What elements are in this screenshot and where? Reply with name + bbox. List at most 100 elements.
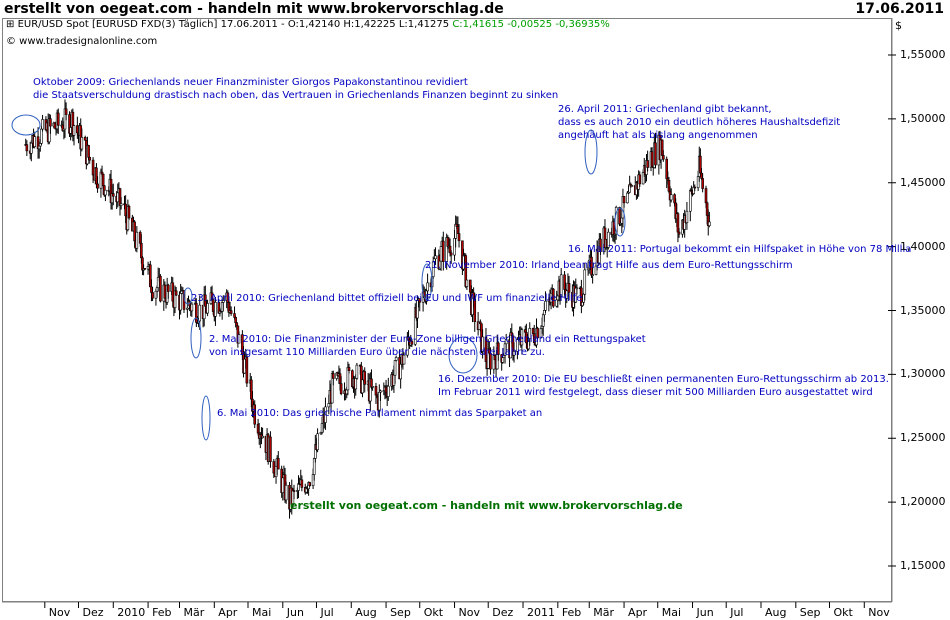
x-tick-label: Apr xyxy=(628,606,648,619)
candle xyxy=(292,484,296,500)
header-bar: erstellt von oegeat.com - handeln mit ww… xyxy=(0,0,950,18)
candle xyxy=(567,275,571,301)
candle xyxy=(512,342,516,363)
candle xyxy=(49,114,52,134)
candle xyxy=(104,189,107,202)
candle xyxy=(206,299,209,317)
candle xyxy=(284,481,288,504)
x-tick-label: Nov xyxy=(868,606,890,619)
change-label: C:1,41615 -0,00525 -0,36935% xyxy=(452,19,610,30)
y-tick-label: 1,35000 xyxy=(900,303,946,317)
header-title: erstellt von oegeat.com - handeln mit ww… xyxy=(4,1,504,17)
candle xyxy=(151,286,154,302)
candle xyxy=(481,329,484,359)
candle xyxy=(497,341,500,361)
x-tick-label: Feb xyxy=(152,606,172,619)
x-tick-label: Jul xyxy=(730,606,744,619)
candle xyxy=(544,291,547,313)
candle xyxy=(159,274,162,303)
annotation-may6-2010: 6. Mai 2010: Das griechische Parlament n… xyxy=(217,408,543,419)
candle xyxy=(25,140,29,157)
candle xyxy=(127,204,131,221)
x-tick-label: Aug xyxy=(355,606,377,619)
candle xyxy=(88,156,92,164)
y-tick-label: 1,20000 xyxy=(900,495,946,509)
x-tick-label: Dez xyxy=(492,606,514,619)
candle xyxy=(64,102,68,121)
candle xyxy=(693,184,697,192)
x-tick-label: Dez xyxy=(82,606,104,619)
annotation-apr-2011: 26. April 2011: Griechenland gibt bekann… xyxy=(558,104,841,141)
x-tick-label: Aug xyxy=(765,606,787,619)
candle xyxy=(300,475,304,492)
y-tick-label: 1,25000 xyxy=(900,431,946,445)
candle xyxy=(607,228,610,250)
candle xyxy=(253,400,257,429)
candle xyxy=(324,397,327,430)
candle xyxy=(638,171,642,187)
candle xyxy=(591,267,594,284)
candle xyxy=(426,273,429,301)
candle xyxy=(269,431,272,468)
candle xyxy=(662,150,665,162)
header-date: 17.06.2011 xyxy=(855,1,944,17)
candle xyxy=(583,263,587,301)
x-tick-label: Apr xyxy=(218,606,238,619)
candle xyxy=(174,286,178,297)
candle xyxy=(418,298,422,312)
candle xyxy=(261,427,264,439)
candle xyxy=(83,135,87,141)
candle xyxy=(599,233,602,255)
candle xyxy=(355,362,359,380)
quote-label: 17.06.2011 - O:1,42140 H:1,42225 L:1,412… xyxy=(220,19,450,30)
x-tick-label: Sep xyxy=(390,606,411,619)
candle xyxy=(575,284,579,295)
event-marker xyxy=(183,287,193,305)
watermark-text: erstellt von oegeat.com - handeln mit ww… xyxy=(290,499,683,512)
candle xyxy=(387,377,390,401)
candle xyxy=(701,173,704,193)
annotation-oct-2009: Oktober 2009: Griechenlands neuer Finanz… xyxy=(33,77,559,101)
x-tick-label: Sep xyxy=(799,606,821,619)
candle xyxy=(402,352,406,365)
y-tick-label: 1,15000 xyxy=(900,559,946,572)
x-tick-label: Jun xyxy=(696,606,714,619)
candle xyxy=(332,370,335,386)
x-tick-label: Okt xyxy=(423,606,444,619)
event-marker xyxy=(201,395,211,441)
candle xyxy=(449,250,453,264)
candle xyxy=(442,231,445,271)
candle xyxy=(457,224,461,248)
candle xyxy=(677,228,681,238)
candle xyxy=(308,481,312,488)
candle xyxy=(135,226,139,253)
candle xyxy=(316,428,319,453)
event-marker xyxy=(448,336,478,374)
candle xyxy=(143,268,147,270)
candle xyxy=(56,108,60,134)
candle xyxy=(379,389,382,401)
candle xyxy=(708,211,711,228)
candle xyxy=(536,326,539,339)
candle xyxy=(394,355,398,362)
candle xyxy=(465,279,469,291)
candle xyxy=(434,247,437,265)
candle xyxy=(622,196,626,208)
candle xyxy=(630,184,634,187)
candle xyxy=(559,268,563,297)
x-tick-label: Nov xyxy=(458,606,480,619)
x-tick-label: Mär xyxy=(183,606,205,619)
candle xyxy=(363,367,367,393)
annotation-may2-2010: 2. Mai 2010: Die Finanzminister der Euro… xyxy=(209,334,646,358)
candle xyxy=(473,292,477,332)
candle xyxy=(119,197,123,210)
candle xyxy=(489,347,492,375)
y-tick-label: 1,40000 xyxy=(900,239,946,253)
candle xyxy=(190,301,194,317)
x-tick-label: Mai xyxy=(251,606,272,619)
event-marker xyxy=(584,129,598,175)
x-tick-label: Jul xyxy=(320,606,334,619)
candle xyxy=(276,451,280,470)
chart-settings-icon[interactable]: ⊞ xyxy=(6,19,15,30)
candle xyxy=(654,132,657,169)
